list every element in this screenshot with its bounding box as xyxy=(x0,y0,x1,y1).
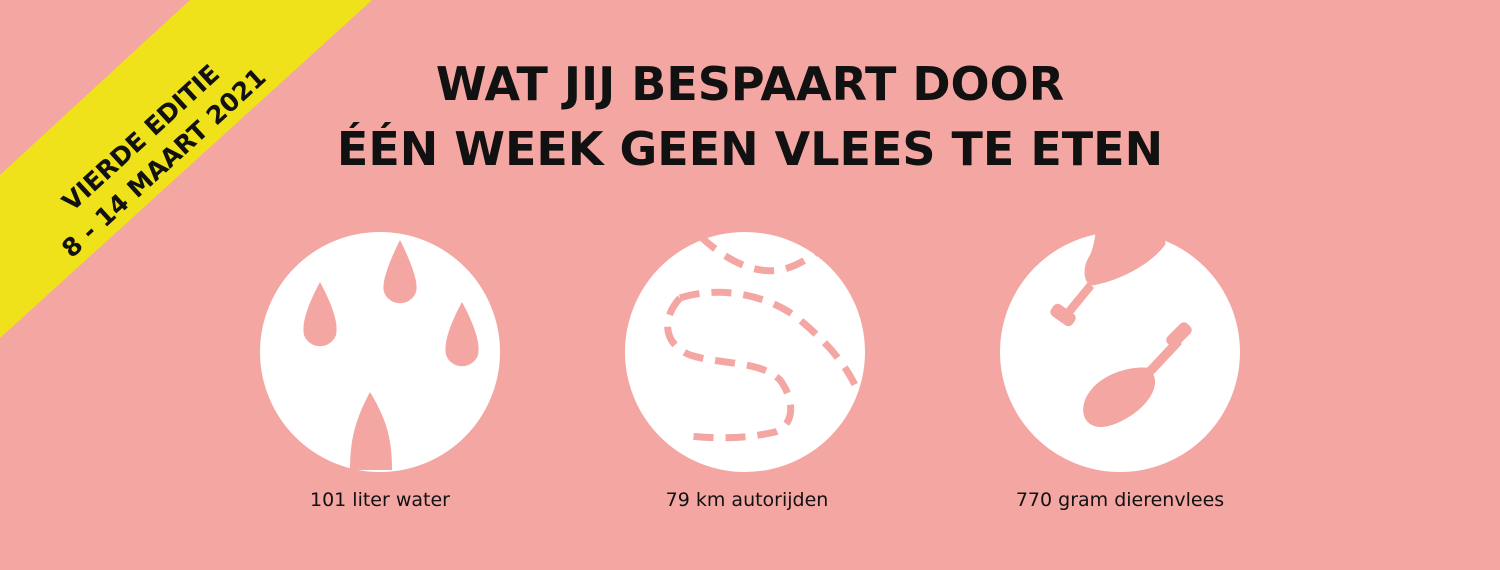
road-icon xyxy=(625,232,865,472)
edition-ribbon xyxy=(0,0,372,338)
item-label: 79 km autorijden xyxy=(666,489,829,511)
title-line: ÉÉN WEEK GEEN VLEES TE ETEN xyxy=(337,122,1163,176)
item-label: 101 liter water xyxy=(310,489,450,511)
title-line: WAT JIJ BESPAART DOOR xyxy=(436,57,1064,111)
item-label: 770 gram dierenvlees xyxy=(1016,489,1224,511)
meat-icon xyxy=(1000,215,1240,472)
water-icon xyxy=(260,232,500,472)
